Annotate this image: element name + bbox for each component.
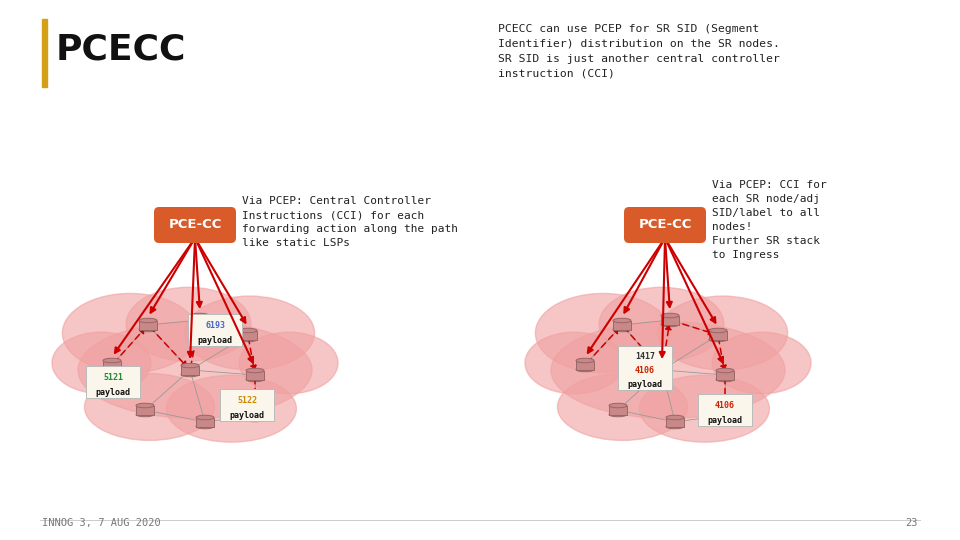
- Ellipse shape: [609, 412, 627, 417]
- Bar: [196, 417, 214, 427]
- Ellipse shape: [246, 368, 264, 373]
- Ellipse shape: [103, 358, 121, 363]
- Text: payload: payload: [198, 336, 232, 345]
- Ellipse shape: [709, 338, 727, 342]
- Ellipse shape: [103, 367, 121, 372]
- FancyBboxPatch shape: [624, 207, 706, 243]
- Ellipse shape: [576, 358, 594, 363]
- Text: 4106: 4106: [715, 401, 735, 410]
- Text: PCE-CC: PCE-CC: [638, 219, 692, 232]
- FancyBboxPatch shape: [220, 389, 274, 421]
- Ellipse shape: [525, 332, 624, 394]
- Ellipse shape: [613, 318, 631, 323]
- Ellipse shape: [709, 328, 727, 333]
- Ellipse shape: [184, 296, 315, 370]
- Bar: [653, 366, 671, 375]
- Text: 1417: 1417: [635, 352, 655, 361]
- Ellipse shape: [191, 313, 209, 318]
- Ellipse shape: [62, 293, 198, 373]
- Ellipse shape: [716, 408, 734, 413]
- Ellipse shape: [716, 377, 734, 382]
- Ellipse shape: [599, 287, 724, 361]
- Ellipse shape: [181, 372, 199, 377]
- Ellipse shape: [661, 313, 679, 318]
- Text: PCECC can use PCEP for SR SID (Segment
Identifier) distribution on the SR nodes.: PCECC can use PCEP for SR SID (Segment I…: [498, 24, 780, 78]
- Ellipse shape: [239, 338, 257, 342]
- Ellipse shape: [196, 424, 214, 429]
- FancyBboxPatch shape: [86, 366, 140, 398]
- Ellipse shape: [661, 322, 679, 327]
- Ellipse shape: [191, 322, 209, 327]
- Bar: [666, 417, 684, 427]
- Bar: [716, 410, 734, 420]
- Ellipse shape: [613, 327, 631, 332]
- Bar: [136, 406, 154, 415]
- Ellipse shape: [716, 368, 734, 373]
- Ellipse shape: [576, 367, 594, 372]
- Text: payload: payload: [708, 416, 742, 425]
- Ellipse shape: [246, 417, 264, 422]
- Bar: [239, 330, 257, 340]
- Bar: [613, 321, 631, 329]
- Ellipse shape: [78, 322, 312, 418]
- Ellipse shape: [126, 287, 251, 361]
- FancyBboxPatch shape: [188, 314, 242, 346]
- Ellipse shape: [84, 374, 214, 441]
- Ellipse shape: [166, 375, 297, 442]
- Ellipse shape: [666, 424, 684, 429]
- Ellipse shape: [558, 374, 687, 441]
- Ellipse shape: [181, 363, 199, 368]
- Ellipse shape: [139, 318, 157, 323]
- Text: payload: payload: [628, 380, 662, 389]
- Text: Via PCEP: Central Controller
Instructions (CCI) for each
forwarding action along: Via PCEP: Central Controller Instruction…: [242, 196, 458, 248]
- Ellipse shape: [246, 408, 264, 413]
- Text: payload: payload: [95, 388, 131, 397]
- Ellipse shape: [653, 363, 671, 368]
- Ellipse shape: [716, 417, 734, 422]
- Text: 5121: 5121: [103, 373, 123, 382]
- Ellipse shape: [653, 372, 671, 377]
- Ellipse shape: [139, 327, 157, 332]
- Bar: [661, 315, 679, 325]
- Ellipse shape: [666, 415, 684, 420]
- FancyBboxPatch shape: [154, 207, 236, 243]
- Text: 4106: 4106: [635, 366, 655, 375]
- Ellipse shape: [246, 377, 264, 382]
- Bar: [576, 361, 594, 369]
- FancyBboxPatch shape: [698, 394, 752, 426]
- Ellipse shape: [239, 332, 338, 394]
- Text: 23: 23: [905, 518, 918, 528]
- Text: PCE-CC: PCE-CC: [168, 219, 222, 232]
- Ellipse shape: [196, 415, 214, 420]
- Bar: [103, 361, 121, 369]
- Text: PCECC: PCECC: [56, 33, 186, 67]
- Text: INNOG 3, 7 AUG 2020: INNOG 3, 7 AUG 2020: [42, 518, 160, 528]
- Bar: [609, 406, 627, 415]
- Bar: [42, 19, 47, 87]
- Bar: [246, 370, 264, 380]
- Ellipse shape: [639, 375, 769, 442]
- Ellipse shape: [136, 403, 154, 408]
- Text: payload: payload: [229, 411, 265, 420]
- Ellipse shape: [658, 296, 787, 370]
- Bar: [716, 370, 734, 380]
- Ellipse shape: [712, 332, 811, 394]
- Bar: [139, 321, 157, 329]
- Ellipse shape: [536, 293, 671, 373]
- Text: 6193: 6193: [205, 321, 225, 330]
- Ellipse shape: [239, 328, 257, 333]
- Bar: [246, 410, 264, 420]
- Ellipse shape: [136, 412, 154, 417]
- Ellipse shape: [52, 332, 151, 394]
- Bar: [709, 330, 727, 340]
- FancyBboxPatch shape: [618, 346, 672, 390]
- Bar: [181, 366, 199, 375]
- Ellipse shape: [551, 322, 785, 418]
- Bar: [191, 315, 209, 325]
- Ellipse shape: [609, 403, 627, 408]
- Text: 5122: 5122: [237, 396, 257, 405]
- Text: Via PCEP: CCI for
each SR node/adj
SID/label to all
nodes!
Further SR stack
to I: Via PCEP: CCI for each SR node/adj SID/l…: [712, 180, 827, 260]
